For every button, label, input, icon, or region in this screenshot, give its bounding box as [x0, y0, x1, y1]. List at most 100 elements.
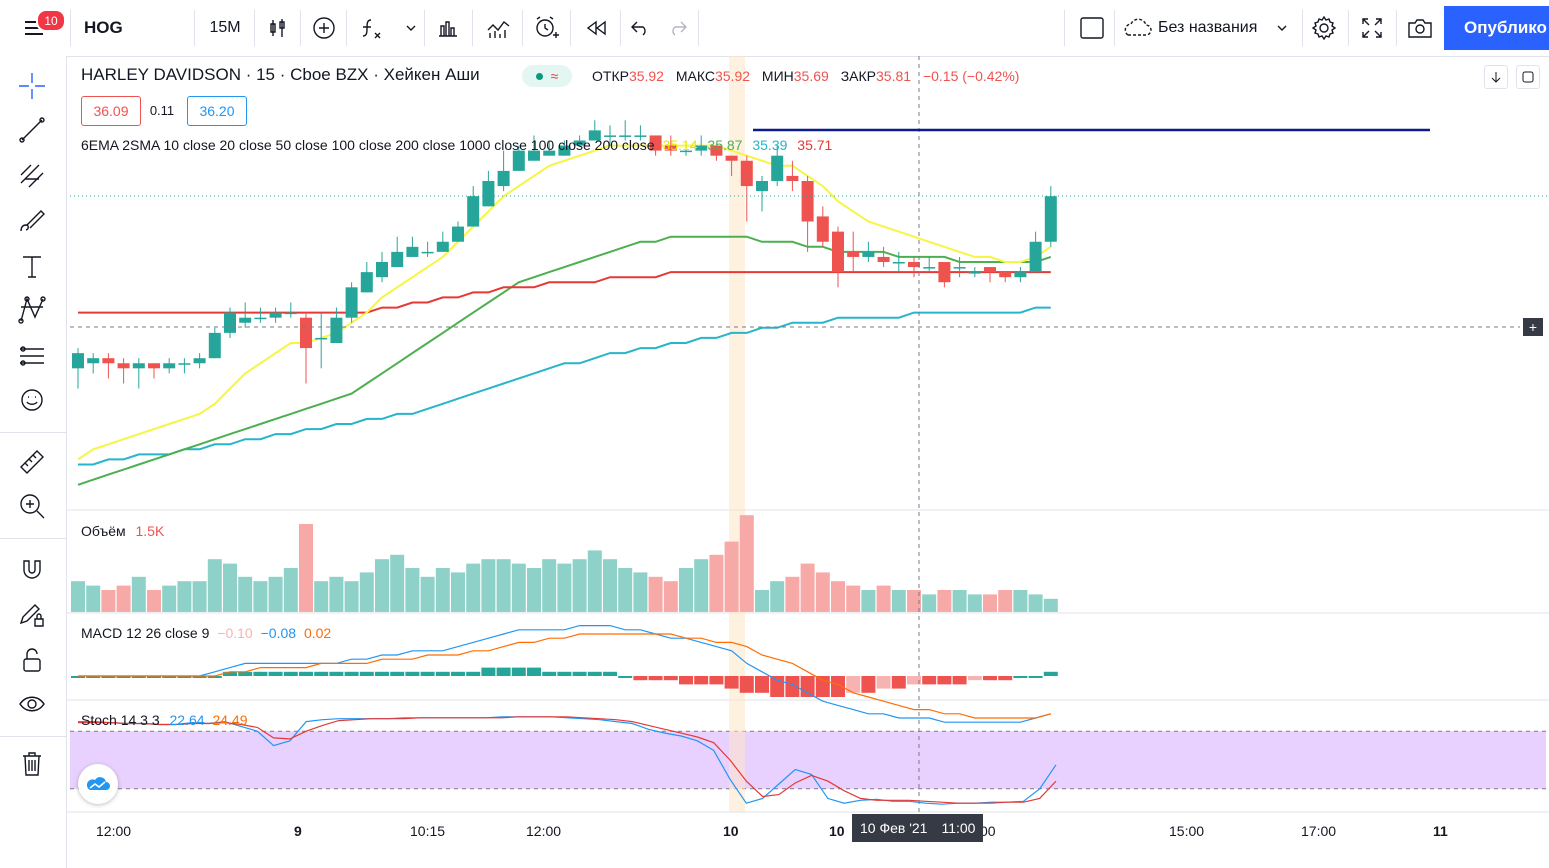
- compare-button[interactable]: [304, 8, 344, 48]
- moving-averages-legend[interactable]: 6EMA 2SMA 10 close 20 close 50 close 100…: [81, 137, 832, 153]
- settings-button[interactable]: [1304, 8, 1344, 48]
- volume-bar: [177, 581, 192, 612]
- add-price-line-button[interactable]: +: [1523, 318, 1543, 336]
- snapshot-button[interactable]: [1400, 8, 1440, 48]
- text-tool[interactable]: [14, 248, 50, 284]
- chart-type-button[interactable]: [258, 8, 298, 48]
- macd-histogram-bar: [663, 676, 678, 681]
- buy-button[interactable]: 36.20: [187, 96, 247, 126]
- volume-bar: [511, 563, 526, 612]
- tradingview-logo[interactable]: [78, 764, 118, 804]
- ma-value-red: 35.71: [797, 137, 833, 153]
- zoom-tool[interactable]: [14, 488, 50, 524]
- macd-histogram-bar: [375, 671, 389, 676]
- macd-histogram-bar: [907, 676, 921, 685]
- trend-line-tool[interactable]: [14, 112, 50, 148]
- macd-histogram-bar: [238, 671, 253, 676]
- crosshair-date-label: 10 Фев '21 11:00: [852, 814, 984, 842]
- volume-bar: [299, 524, 313, 612]
- macd-histogram-bar: [481, 667, 496, 676]
- macd-histogram-bar: [207, 676, 222, 678]
- alert-button[interactable]: [526, 8, 566, 48]
- crosshair-tool[interactable]: [14, 68, 50, 104]
- time-axis-tick: 9: [294, 823, 302, 839]
- macd-histogram-bar: [390, 671, 405, 676]
- macd-histogram-bar: [527, 667, 541, 676]
- stoch-legend[interactable]: Stoch 14 3 3 22.64 24.49: [81, 712, 248, 728]
- macd-histogram-bar: [891, 676, 906, 689]
- replay-button[interactable]: [576, 8, 616, 48]
- volume-value: 1.5K: [135, 523, 165, 539]
- measure-tool[interactable]: [14, 444, 50, 480]
- divider: [424, 10, 425, 46]
- fib-tool[interactable]: [14, 158, 50, 194]
- scroll-down-button[interactable]: [1484, 65, 1508, 89]
- undo-button[interactable]: [622, 8, 658, 48]
- templates-button[interactable]: [428, 8, 468, 48]
- brush-tool[interactable]: [14, 202, 50, 238]
- stoch-label: Stoch 14 3 3: [81, 712, 160, 728]
- divider: [1114, 10, 1115, 46]
- save-layout-button[interactable]: Без названия: [1120, 8, 1300, 48]
- volume-bar: [1028, 594, 1043, 612]
- sell-button[interactable]: 36.09: [81, 96, 141, 126]
- redo-button[interactable]: [660, 8, 696, 48]
- fullscreen-button[interactable]: [1352, 8, 1392, 48]
- market-status-pill[interactable]: ≈: [522, 65, 572, 87]
- pattern-tool[interactable]: [14, 292, 50, 328]
- remove-drawings-tool[interactable]: [14, 746, 50, 782]
- volume-bar: [633, 572, 648, 612]
- layout-button[interactable]: [1070, 8, 1114, 48]
- volume-bar: [907, 590, 921, 612]
- volume-bar: [679, 568, 693, 612]
- candle-body: [452, 226, 464, 242]
- market-open-dot-icon: [535, 72, 543, 80]
- volume-bar: [86, 585, 101, 612]
- indicators-button[interactable]: [352, 8, 422, 48]
- financials-button[interactable]: [476, 8, 520, 48]
- maximize-pane-button[interactable]: [1516, 65, 1540, 89]
- lock-drawings-tool[interactable]: [14, 596, 50, 632]
- volume-legend[interactable]: Объём 1.5K: [81, 523, 164, 539]
- macd-histogram-bar: [466, 671, 481, 676]
- prediction-tool[interactable]: [14, 338, 50, 374]
- volume-bar: [785, 576, 800, 612]
- icons-tool[interactable]: [14, 382, 50, 418]
- macd-histogram-bar: [557, 671, 572, 676]
- macd-legend[interactable]: MACD 12 26 close 9 −0.10 −0.08 0.02: [81, 625, 331, 641]
- ma-value-yellow: 35.14: [662, 137, 698, 153]
- volume-bar: [587, 550, 602, 612]
- time-axis-tick: 15:00: [1169, 823, 1205, 839]
- ma-green-line: [77, 235, 1052, 486]
- candle-body: [923, 267, 936, 269]
- low-value: 35.69: [793, 68, 829, 84]
- macd-histogram-bar: [223, 671, 237, 676]
- candle-body: [330, 317, 343, 343]
- macd-histogram-bar: [299, 671, 313, 676]
- candle-body: [877, 256, 890, 262]
- magnet-tool[interactable]: [14, 552, 50, 588]
- macd-signal-value: 0.02: [303, 625, 332, 641]
- symbol-legend[interactable]: HARLEY DAVIDSON · 15 · Cboe BZX · Хейкен…: [81, 65, 480, 84]
- divider: [522, 10, 523, 46]
- notification-badge: 10: [36, 9, 66, 32]
- fullscreen-icon: [1362, 18, 1382, 38]
- volume-bar: [937, 590, 952, 612]
- interval-button[interactable]: 15M: [209, 19, 241, 36]
- lock-tool[interactable]: [14, 642, 50, 678]
- volume-bar: [344, 581, 359, 612]
- hide-tool[interactable]: [14, 686, 50, 722]
- volume-bar: [420, 576, 435, 612]
- candle-body: [284, 312, 297, 315]
- candle-body: [968, 272, 981, 274]
- macd-histogram-bar: [1028, 676, 1043, 678]
- volume-bar: [998, 590, 1013, 612]
- macd-histogram-bar: [967, 676, 982, 681]
- rewind-icon: [586, 20, 606, 36]
- session-highlight: [729, 56, 745, 812]
- publish-button[interactable]: Опублико: [1444, 6, 1549, 50]
- symbol-search[interactable]: HOG: [84, 18, 123, 37]
- volume-bar: [375, 559, 389, 612]
- macd-histogram-bar: [192, 676, 207, 678]
- divider: [620, 10, 621, 46]
